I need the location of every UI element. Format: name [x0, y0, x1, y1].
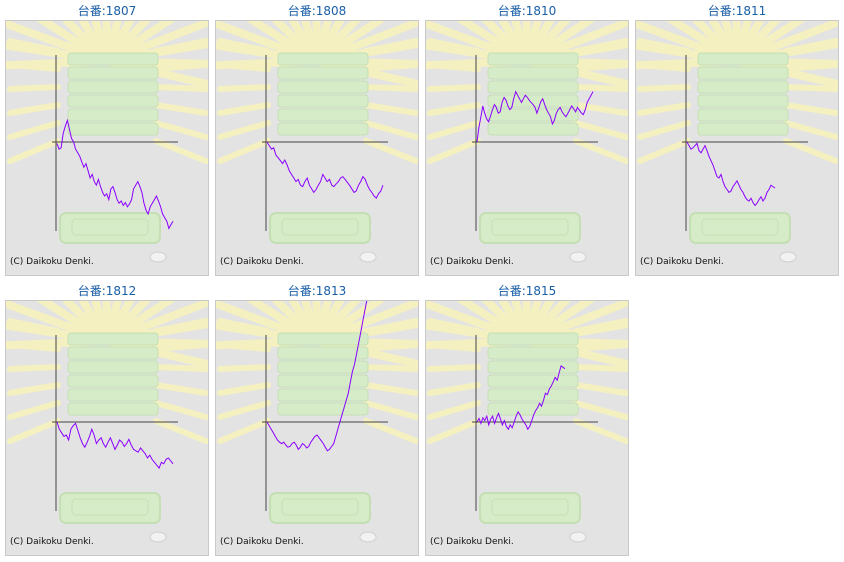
- copyright-text: (C) Daikoku Denki.: [220, 257, 304, 267]
- machine-title-link[interactable]: 台番:1812: [77, 284, 137, 298]
- payout-line: [476, 364, 566, 431]
- payout-graph[interactable]: (C) Daikoku Denki.: [425, 20, 629, 276]
- payout-graph[interactable]: (C) Daikoku Denki.: [425, 300, 629, 556]
- machine-card: 台番:1813 (C) Daikoku Denki.: [215, 282, 419, 556]
- graph-canvas: [6, 21, 208, 263]
- payout-graph[interactable]: (C) Daikoku Denki.: [5, 20, 209, 276]
- payout-line: [686, 141, 776, 207]
- payout-line: [266, 141, 384, 200]
- background-illustration: [636, 21, 838, 263]
- payout-graph[interactable]: (C) Daikoku Denki.: [5, 300, 209, 556]
- graph-canvas: [216, 301, 418, 543]
- payout-graph[interactable]: (C) Daikoku Denki.: [635, 20, 839, 276]
- copyright-text: (C) Daikoku Denki.: [640, 257, 724, 267]
- payout-line: [56, 118, 174, 230]
- machine-title-link[interactable]: 台番:1815: [497, 284, 557, 298]
- copyright-text: (C) Daikoku Denki.: [10, 257, 94, 267]
- graph-canvas: [6, 301, 208, 543]
- background-illustration: [6, 21, 208, 263]
- graph-canvas: [216, 21, 418, 263]
- background-illustration: [426, 21, 628, 263]
- copyright-text: (C) Daikoku Denki.: [430, 537, 514, 547]
- payout-line: [476, 90, 594, 143]
- machine-title-link[interactable]: 台番:1810: [497, 4, 557, 18]
- background-illustration: [426, 301, 628, 543]
- machine-card: 台番:1807 (C) Daikoku Denki.: [5, 2, 209, 276]
- copyright-text: (C) Daikoku Denki.: [430, 257, 514, 267]
- graph-canvas: [426, 21, 628, 263]
- machine-title-link[interactable]: 台番:1807: [77, 4, 137, 18]
- background-illustration: [6, 301, 208, 543]
- background-illustration: [216, 21, 418, 263]
- machine-card: 台番:1812 (C) Daikoku Denki.: [5, 282, 209, 556]
- copyright-text: (C) Daikoku Denki.: [220, 537, 304, 547]
- payout-line: [56, 421, 174, 470]
- machine-title-link[interactable]: 台番:1808: [287, 4, 347, 18]
- machine-title-link[interactable]: 台番:1811: [707, 4, 767, 18]
- payout-line: [266, 301, 368, 452]
- machine-card: 台番:1815 (C) Daikoku Denki.: [425, 282, 629, 556]
- machine-card: 台番:1808 (C) Daikoku Denki.: [215, 2, 419, 276]
- machine-card: 台番:1810 (C) Daikoku Denki.: [425, 2, 629, 276]
- machine-title-link[interactable]: 台番:1813: [287, 284, 347, 298]
- payout-graph[interactable]: (C) Daikoku Denki.: [215, 20, 419, 276]
- graph-canvas: [636, 21, 838, 263]
- graph-canvas: [426, 301, 628, 543]
- payout-graph[interactable]: (C) Daikoku Denki.: [215, 300, 419, 556]
- copyright-text: (C) Daikoku Denki.: [10, 537, 94, 547]
- machine-card: 台番:1811 (C) Daikoku Denki.: [635, 2, 839, 276]
- background-illustration: [216, 301, 418, 543]
